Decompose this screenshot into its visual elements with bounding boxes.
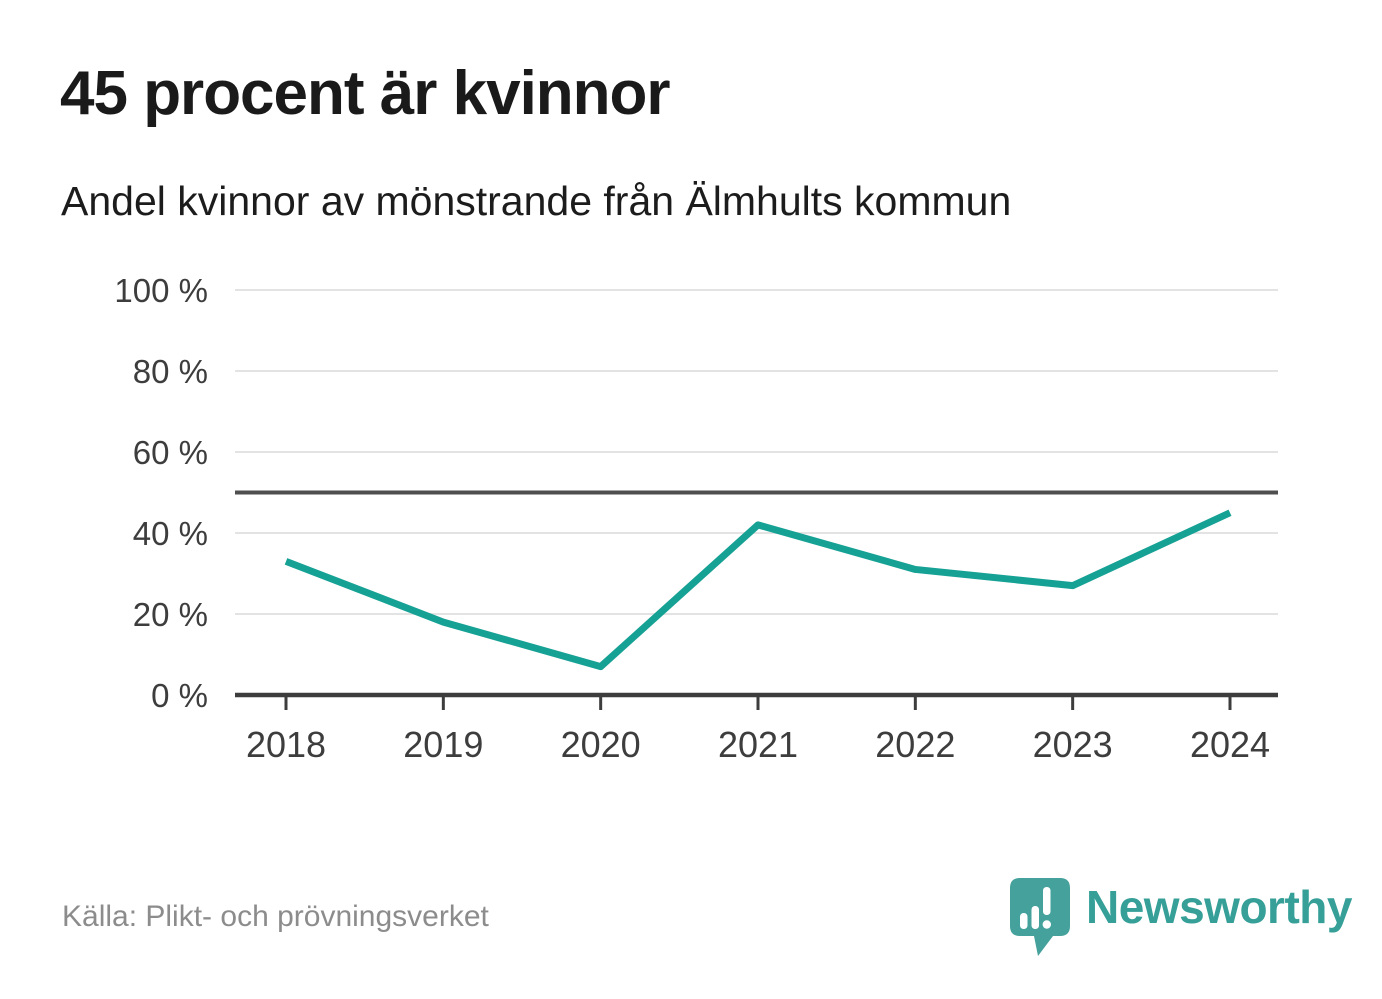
y-axis-label: 0 % xyxy=(151,677,208,714)
brand-wordmark: Newsworthy xyxy=(1086,881,1352,933)
y-axis-label: 80 % xyxy=(133,353,208,390)
x-axis-label: 2019 xyxy=(403,724,483,765)
x-axis-label: 2020 xyxy=(561,724,641,765)
x-axis-label: 2024 xyxy=(1190,724,1270,765)
newsworthy-logo: Newsworthy xyxy=(1008,876,1352,960)
y-axis-label: 40 % xyxy=(133,515,208,552)
page-title: 45 procent är kvinnor xyxy=(60,59,671,128)
x-axis-label: 2023 xyxy=(1033,724,1113,765)
source-note: Källa: Plikt- och prövningsverket xyxy=(62,900,489,933)
y-axis-label: 60 % xyxy=(133,434,208,471)
x-axis-label: 2018 xyxy=(246,724,326,765)
data-line-andel-kvinnor xyxy=(284,509,1232,671)
x-axis-label: 2021 xyxy=(718,724,798,765)
line-chart: 2018 2019 2020 2021 2022 2023 2024 0 % 20 % 40 % 6… xyxy=(114,272,1278,765)
x-axis-label: 2022 xyxy=(875,724,955,765)
y-axis-label: 100 % xyxy=(114,272,208,309)
bar-chart-speech-bubble-icon xyxy=(1010,878,1070,956)
chart-subtitle: Andel kvinnor av mönstrande från Älmhult… xyxy=(61,178,1012,224)
y-axis-label: 20 % xyxy=(133,596,208,633)
